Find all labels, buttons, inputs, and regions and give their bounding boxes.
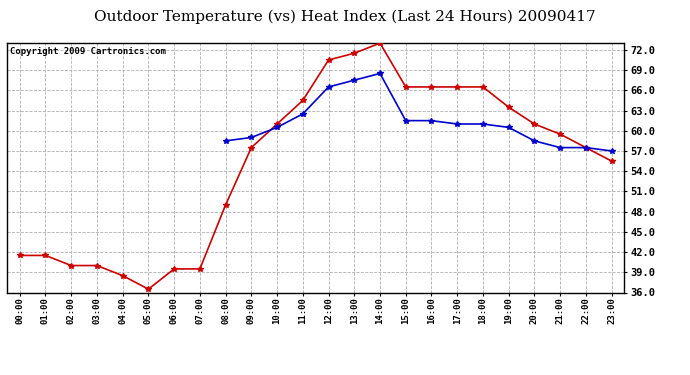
Text: Outdoor Temperature (vs) Heat Index (Last 24 Hours) 20090417: Outdoor Temperature (vs) Heat Index (Las… [95,9,595,24]
Text: Copyright 2009 Cartronics.com: Copyright 2009 Cartronics.com [10,47,166,56]
